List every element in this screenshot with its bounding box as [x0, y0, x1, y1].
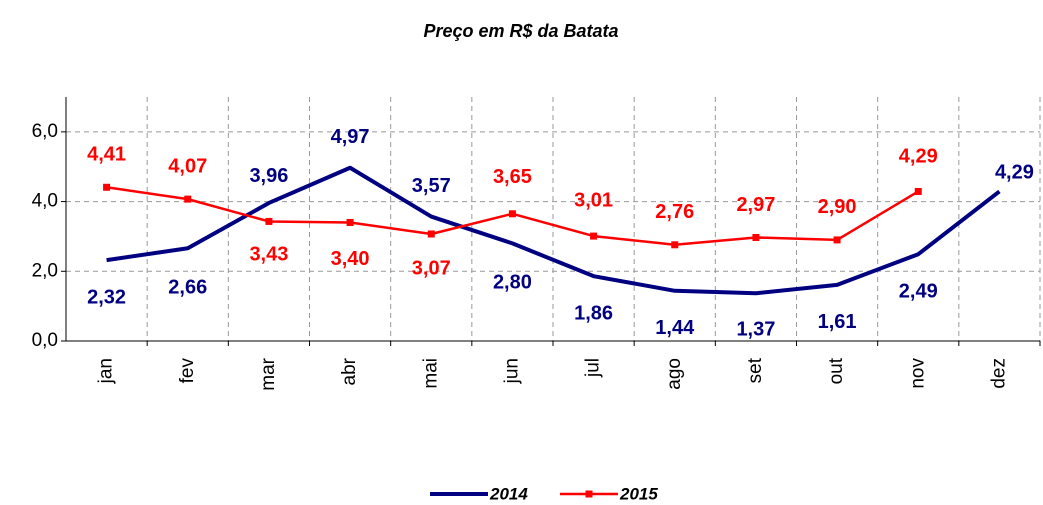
data-label: 3,57: [412, 175, 451, 197]
x-tick-label: ago: [664, 358, 685, 390]
data-label: 1,37: [736, 319, 775, 341]
point-marker: [671, 241, 679, 249]
y-tick-label: 0,0: [32, 330, 58, 351]
data-label: 2,90: [818, 196, 857, 218]
x-tick-label: mar: [258, 357, 279, 390]
point-marker: [103, 183, 111, 191]
y-tick-label: 6,0: [32, 121, 58, 142]
data-label: 4,41: [87, 144, 126, 166]
data-label: 1,44: [655, 317, 695, 339]
x-tick-label: abr: [339, 357, 360, 385]
data-label: 1,86: [574, 302, 613, 324]
data-label: 4,29: [899, 146, 938, 168]
data-label: 2,76: [655, 201, 694, 223]
point-marker: [590, 232, 598, 240]
legend-label: 2014: [489, 484, 528, 503]
point-marker: [427, 230, 435, 238]
point-marker: [265, 217, 273, 225]
data-label: 2,66: [168, 277, 207, 299]
legend-label: 2015: [619, 484, 658, 503]
data-label: 2,80: [493, 272, 532, 294]
x-tick-label: jan: [96, 358, 117, 384]
point-marker: [346, 218, 354, 226]
chart-title: Preço em R$ da Batata: [423, 21, 618, 41]
data-label: 4,29: [995, 162, 1034, 184]
data-label: 4,07: [168, 155, 207, 177]
data-label: 4,97: [331, 126, 370, 148]
data-label: 1,61: [818, 311, 857, 333]
data-label: 2,32: [87, 286, 126, 308]
point-marker: [508, 210, 516, 218]
data-label: 3,01: [574, 189, 613, 211]
x-tick-label: jun: [501, 358, 522, 384]
point-marker: [752, 233, 760, 241]
x-tick-label: nov: [907, 358, 928, 389]
x-tick-label: out: [826, 357, 847, 384]
point-marker: [833, 236, 841, 244]
x-tick-label: mai: [420, 358, 441, 389]
data-label: 3,65: [493, 166, 532, 188]
data-label: 2,97: [736, 194, 775, 216]
y-tick-label: 4,0: [32, 191, 58, 212]
x-tick-label: fev: [177, 358, 198, 384]
series-line: [106, 165, 1001, 296]
point-marker: [914, 187, 922, 195]
data-label: 3,96: [249, 165, 288, 187]
data-label: 3,07: [412, 257, 451, 279]
data-label: 2,49: [899, 280, 938, 302]
legend-marker: [585, 490, 593, 498]
data-label: 3,40: [331, 248, 370, 270]
point-marker: [184, 195, 192, 203]
data-label: 3,43: [249, 244, 288, 266]
x-tick-label: jul: [583, 358, 604, 378]
x-tick-label: dez: [988, 358, 1009, 389]
x-tick-label: set: [745, 357, 766, 383]
y-tick-label: 2,0: [32, 260, 58, 281]
